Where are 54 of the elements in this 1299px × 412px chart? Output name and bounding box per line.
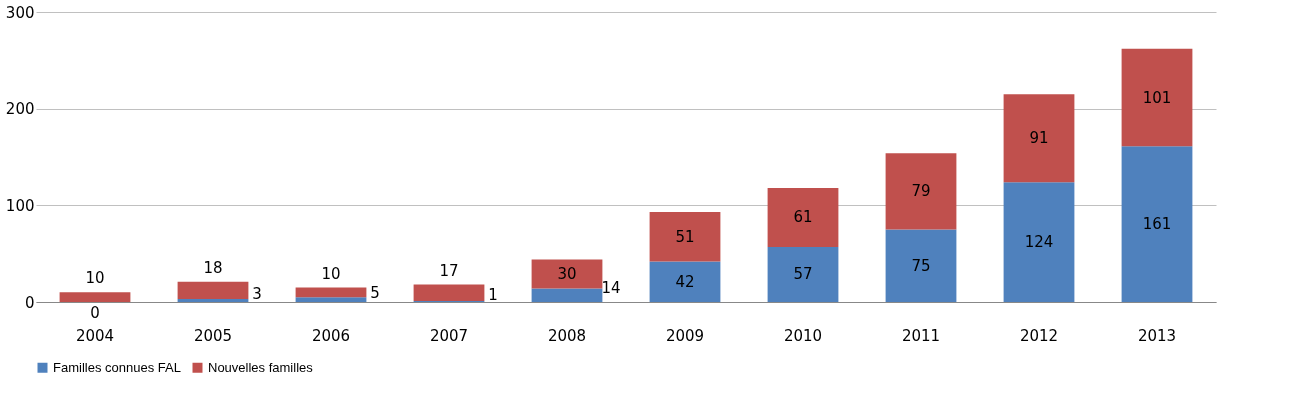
data-label: 30 bbox=[557, 264, 577, 283]
data-label: 61 bbox=[793, 208, 813, 227]
data-label: 101 bbox=[1142, 88, 1172, 107]
data-label: 10 bbox=[321, 264, 341, 283]
x-tick-label: 2006 bbox=[311, 326, 351, 345]
y-tick-label: 100 bbox=[5, 196, 35, 215]
data-label: 57 bbox=[793, 265, 813, 284]
data-label: 18 bbox=[203, 258, 223, 277]
bar bbox=[1003, 182, 1075, 302]
x-tick-label: 2005 bbox=[193, 326, 233, 345]
bar bbox=[767, 187, 839, 247]
bar bbox=[649, 212, 721, 262]
x-tick-label: 2007 bbox=[429, 326, 469, 345]
data-label: 14 bbox=[601, 279, 621, 298]
bar bbox=[59, 292, 131, 302]
y-tick-label: 300 bbox=[5, 3, 35, 22]
bar bbox=[177, 281, 249, 300]
bar bbox=[531, 288, 603, 302]
data-label: 124 bbox=[1024, 233, 1054, 252]
x-tick-label: 2009 bbox=[665, 326, 705, 345]
data-label: 91 bbox=[1029, 129, 1049, 148]
legend-label: Familles connues FAL bbox=[53, 359, 181, 375]
y-tick-label: 0 bbox=[24, 293, 35, 312]
data-label: 1 bbox=[488, 285, 498, 304]
bar bbox=[531, 259, 603, 289]
data-label: 79 bbox=[911, 182, 931, 201]
data-label: 17 bbox=[439, 261, 459, 280]
bar bbox=[649, 261, 721, 302]
bar bbox=[885, 153, 957, 230]
bar bbox=[885, 229, 957, 302]
data-label: 5 bbox=[370, 283, 380, 302]
bar bbox=[413, 284, 485, 302]
data-label: 75 bbox=[911, 256, 931, 275]
data-label: 3 bbox=[252, 284, 262, 303]
bar bbox=[295, 287, 367, 298]
data-label: 10 bbox=[85, 269, 105, 288]
x-tick-label: 2008 bbox=[547, 326, 587, 345]
x-tick-label: 2013 bbox=[1137, 326, 1177, 345]
x-tick-label: 2012 bbox=[1019, 326, 1059, 345]
bar bbox=[1121, 146, 1193, 302]
data-label: 161 bbox=[1142, 215, 1172, 234]
x-tick-label: 2011 bbox=[901, 326, 941, 345]
data-label: 0 bbox=[90, 304, 100, 322]
legend-label: Nouvelles familles bbox=[208, 359, 314, 375]
bar bbox=[1003, 94, 1075, 183]
data-label: 51 bbox=[675, 227, 695, 246]
bar bbox=[1121, 48, 1193, 147]
bar bbox=[295, 297, 367, 302]
y-tick-label: 200 bbox=[5, 100, 35, 119]
data-label: 42 bbox=[675, 272, 695, 291]
bar bbox=[177, 299, 249, 302]
x-tick-label: 2010 bbox=[783, 326, 823, 345]
x-tick-label: 2004 bbox=[75, 326, 115, 345]
bar bbox=[767, 246, 839, 302]
